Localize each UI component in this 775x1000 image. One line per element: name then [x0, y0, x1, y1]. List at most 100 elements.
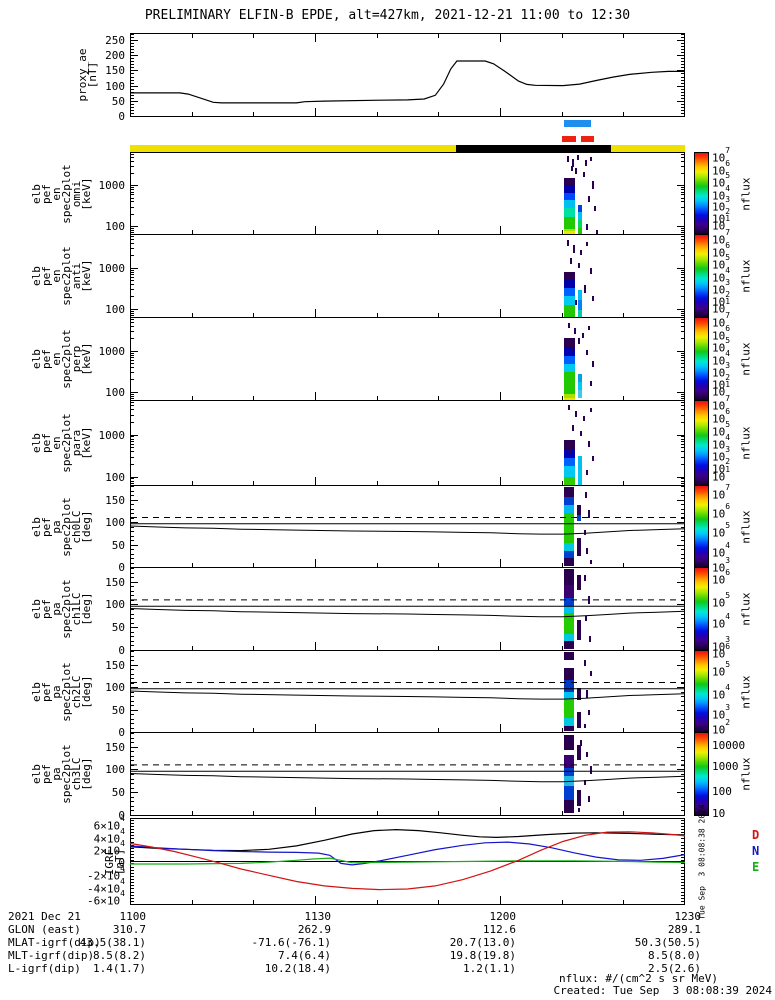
burst-seg	[564, 458, 575, 466]
burst-seg	[564, 513, 574, 543]
science-zone-bar	[564, 120, 591, 127]
y-tick	[131, 614, 134, 615]
y-tick	[681, 157, 684, 158]
y-tick	[131, 98, 134, 99]
y-tick	[681, 491, 684, 492]
nflux-label: nflux	[739, 674, 753, 709]
y-tick	[681, 701, 684, 702]
exponent: 6	[725, 323, 731, 333]
burst-speckle	[585, 160, 587, 166]
burst-speckle	[590, 408, 592, 412]
x-tick	[500, 724, 501, 732]
y-tick	[681, 409, 684, 410]
x-tick	[562, 112, 563, 116]
y-tick	[131, 43, 134, 44]
burst-seg	[564, 487, 574, 497]
y-tick	[131, 409, 134, 410]
panel-proxy_ae	[130, 33, 685, 117]
y-tick	[131, 351, 138, 352]
x-tick	[315, 392, 316, 400]
burst-seg	[564, 558, 574, 566]
x-tick	[438, 646, 439, 650]
y-tick-label: -6×104	[87, 889, 125, 908]
y-tick	[131, 198, 134, 199]
x-tick	[438, 563, 439, 567]
y-tick	[131, 89, 134, 90]
burst-seg	[564, 440, 575, 450]
y-tick	[681, 554, 684, 555]
y-tick	[681, 92, 684, 93]
exponent: 5	[725, 520, 731, 530]
colorbar-tick-label: 107	[712, 394, 731, 413]
y-tick	[681, 67, 684, 68]
burst-speckle	[588, 596, 590, 604]
series-E	[130, 857, 686, 865]
x-tick	[377, 313, 378, 317]
y-tick	[681, 797, 684, 798]
y-tick	[681, 289, 684, 290]
burst-speckle	[584, 780, 586, 785]
y-tick-label: 50	[111, 538, 125, 552]
colorbar-tick-label: 104	[712, 433, 731, 452]
burst-seg	[564, 755, 574, 768]
burst-seg	[577, 538, 581, 556]
y-tick	[681, 284, 684, 285]
exponent: 2	[725, 289, 731, 299]
y-tick	[131, 338, 134, 339]
burst-speckle	[590, 766, 592, 774]
x-tick	[623, 811, 624, 815]
y-tick	[131, 623, 134, 624]
burst-seg	[564, 178, 575, 186]
y-tick	[681, 46, 684, 47]
colorbar-tick-label: 105	[712, 590, 731, 610]
y-tick	[681, 832, 684, 833]
x-tick	[500, 477, 501, 485]
colorbar-tick-label: 106	[712, 158, 731, 178]
y-tick	[131, 272, 134, 273]
y-tick	[131, 854, 134, 855]
y-tick	[131, 64, 134, 65]
y-tick	[681, 774, 684, 775]
y-tick	[131, 464, 134, 465]
x-tick	[315, 724, 316, 732]
y-tick	[131, 504, 134, 505]
y-tick	[131, 392, 138, 393]
exponent: 6	[725, 407, 731, 417]
y-tick	[131, 618, 134, 619]
burst-speckle	[592, 361, 594, 367]
y-tick	[131, 230, 134, 231]
y-tick	[681, 363, 684, 364]
y-tick-label: 50	[111, 786, 125, 800]
y-tick	[681, 848, 684, 849]
y-tick	[681, 645, 684, 646]
y-tick	[131, 687, 138, 688]
y-tick	[131, 353, 134, 354]
x-tick	[377, 728, 378, 732]
y-tick	[131, 311, 134, 312]
y-tick-label: 1000	[98, 179, 126, 193]
burst-speckle	[586, 470, 588, 475]
burst-speckle	[568, 405, 570, 410]
y-tick	[131, 860, 134, 861]
y-tick	[677, 522, 684, 523]
y-tick	[677, 769, 684, 770]
burst-seg	[564, 505, 574, 513]
y-tick	[131, 402, 134, 403]
x-tick	[192, 646, 193, 650]
y-tick	[131, 309, 138, 310]
y-tick-label: 2×104	[93, 839, 125, 858]
burst-speckle	[586, 690, 588, 698]
x-tick	[438, 34, 439, 38]
footer-row-label: MLAT-igrf(dip)	[8, 936, 101, 949]
y-tick	[131, 527, 134, 528]
burst-speckle	[589, 636, 591, 642]
y-tick	[131, 832, 134, 833]
y-tick	[681, 851, 684, 852]
colorbar-tick-label: 106	[712, 641, 731, 661]
y-tick	[681, 888, 684, 889]
colorbar-tick-label: 106	[712, 567, 731, 587]
burst-speckle	[567, 240, 569, 246]
y-tick	[131, 540, 134, 541]
colorbar-pa_ch1lc	[694, 567, 709, 651]
exponent: 4	[120, 826, 125, 836]
